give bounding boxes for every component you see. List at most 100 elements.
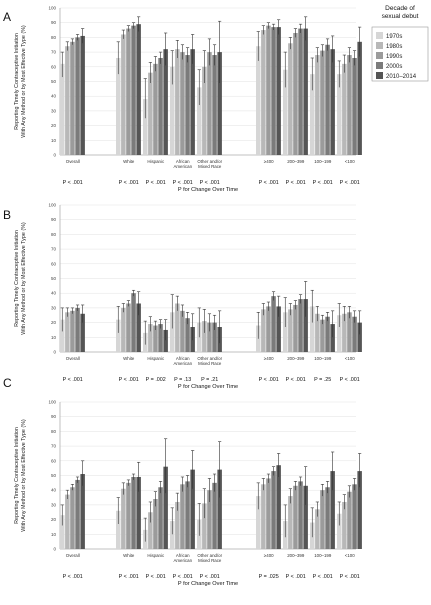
bar: [310, 74, 315, 155]
bar-group: [170, 294, 195, 352]
bar: [126, 303, 131, 352]
bar-group: [116, 16, 141, 156]
bar: [293, 32, 298, 155]
legend-item-label: 1980s: [386, 44, 402, 50]
x-tick-label: White: [123, 553, 135, 558]
bar: [342, 313, 347, 352]
bar-group: [283, 281, 308, 352]
y-tick-label: 50: [51, 276, 57, 281]
p-value-label: P < .001: [119, 377, 139, 383]
bar: [217, 469, 222, 549]
x-axis-label: P for Change Over Time: [178, 187, 238, 193]
chart-panel-a: A 0 10 20 30 40 50 60 70 80 90 100 Reporting Timely …: [3, 6, 362, 193]
bar: [202, 321, 207, 352]
p-value-label: P < .001: [313, 180, 333, 186]
bar-group: [116, 289, 141, 352]
x-tick-label: White: [123, 159, 135, 164]
bar: [163, 49, 168, 155]
bar: [185, 481, 190, 549]
p-value-label: P < .001: [313, 574, 333, 580]
p-value-label: P < .001: [173, 180, 193, 186]
bar: [271, 27, 276, 155]
p-value-label: P < .001: [286, 574, 306, 580]
y-tick-label: 90: [51, 20, 57, 25]
y-axis-label: Reporting Timely Contraceptive Initiatio…: [14, 419, 27, 532]
y-tick-label: 60: [51, 64, 57, 69]
p-value-label: P = .13: [174, 377, 191, 383]
x-tick-label: Overall: [66, 356, 80, 361]
bar: [320, 319, 325, 352]
bar: [298, 481, 303, 549]
bar: [65, 312, 70, 352]
bar: [256, 496, 261, 549]
p-value-label: P < .001: [146, 574, 166, 580]
bar: [315, 55, 320, 155]
legend: Decade of sexual debut 1970s 1980s 1990s 2000…: [371, 5, 429, 82]
bar: [175, 49, 180, 155]
bar: [266, 25, 271, 155]
x-tick-label: Hispanic: [147, 553, 165, 558]
x-tick-label: ≥400: [264, 356, 274, 361]
p-value-label: P < .001: [146, 180, 166, 186]
x-tick-label: <100: [345, 356, 355, 361]
bar: [143, 99, 148, 155]
bar: [283, 69, 288, 155]
bar-group: [197, 307, 222, 352]
x-tick-label: Other and/or Mixed Race: [197, 159, 222, 169]
bar: [303, 28, 308, 155]
y-axis-label-line-1: Reporting Timely Contraceptive Initiatio…: [14, 427, 20, 524]
bar: [207, 322, 212, 352]
x-tick-label: <100: [345, 553, 355, 558]
p-value-label: P = .25: [314, 377, 331, 383]
bar: [148, 72, 153, 155]
bar: [261, 484, 266, 549]
bar: [197, 87, 202, 155]
bar: [330, 471, 335, 549]
y-tick-label: 60: [51, 261, 57, 266]
bar-group: [256, 453, 281, 549]
bar: [357, 41, 362, 156]
bar-group: [337, 453, 362, 549]
x-tick-label: Hispanic: [147, 159, 165, 164]
legend-swatch: [376, 72, 383, 79]
bar: [271, 296, 276, 352]
bar: [207, 490, 212, 549]
y-axis-label-line-2: With Any Method or by Most Effective Typ…: [21, 419, 27, 532]
x-tick-label: ≥400: [264, 159, 274, 164]
p-value-label: P < .001: [200, 574, 220, 580]
bar: [153, 63, 158, 155]
y-tick-label: 80: [51, 429, 57, 434]
bar-group: [60, 304, 85, 352]
bar: [80, 35, 85, 155]
panel-label: A: [3, 10, 11, 24]
y-tick-label: 20: [51, 517, 57, 522]
bar: [207, 52, 212, 155]
bar: [60, 515, 65, 549]
bar: [75, 37, 80, 155]
bar: [337, 513, 342, 549]
bar: [342, 63, 347, 155]
bar: [190, 49, 195, 155]
bar: [357, 322, 362, 352]
y-tick-label: 0: [53, 547, 56, 552]
bar: [70, 310, 75, 352]
x-tick-label: African American: [173, 159, 192, 169]
legend-swatch: [376, 52, 383, 59]
y-tick-label: 90: [51, 217, 57, 222]
p-value-label: P < .001: [119, 574, 139, 580]
bar: [266, 306, 271, 352]
bar-group: [116, 461, 141, 549]
bar: [352, 316, 357, 352]
p-value-label: P < .001: [286, 180, 306, 186]
y-axis-label: Reporting Timely Contraceptive Initiatio…: [14, 222, 27, 335]
bar: [261, 309, 266, 352]
bar: [217, 52, 222, 155]
bar-group: [170, 450, 195, 549]
bar-group: [256, 291, 281, 352]
bar: [170, 312, 175, 352]
bar: [65, 46, 70, 155]
bar: [202, 503, 207, 549]
y-tick-label: 70: [51, 50, 57, 55]
bar: [136, 303, 141, 352]
bar: [185, 318, 190, 352]
